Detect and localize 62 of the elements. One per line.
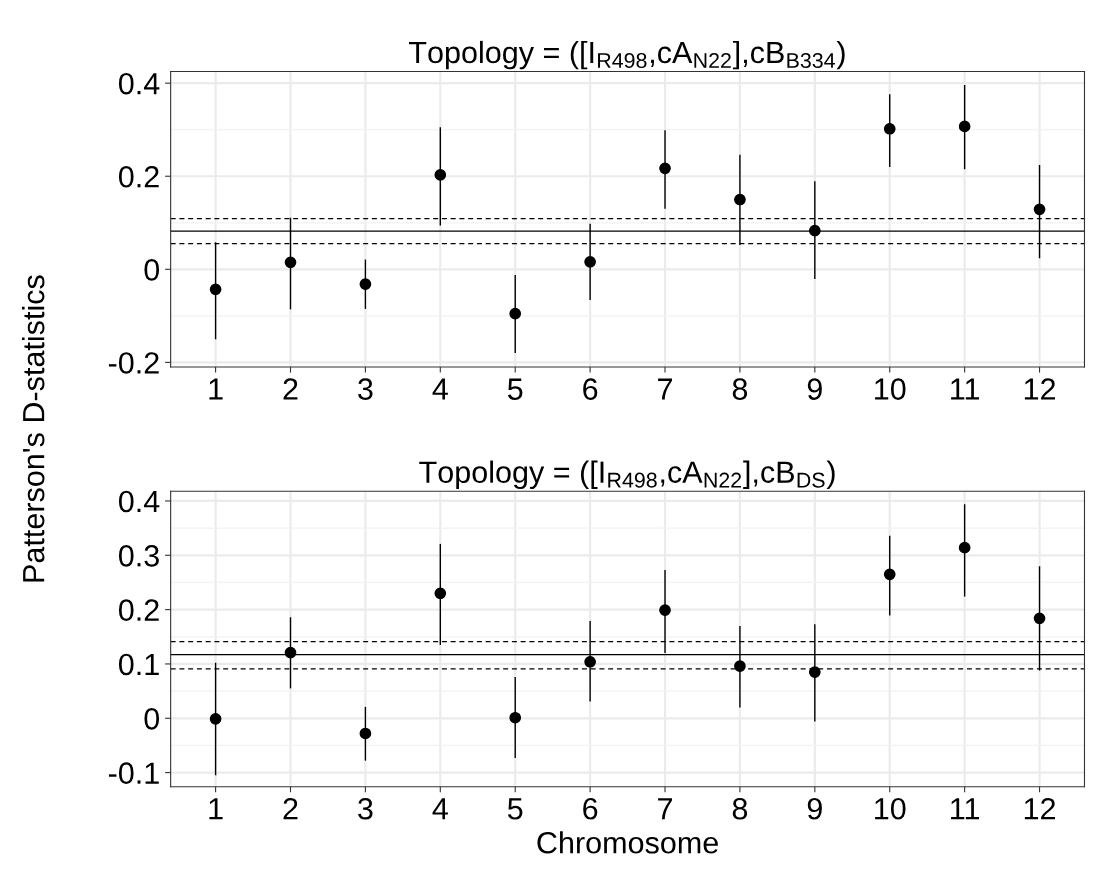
point [209,712,222,725]
y-tick-label: 0.1 [118,653,159,676]
point [1033,203,1046,216]
chart-title: Topology = ([I$_{R498}$,cA$_{N22}$],cB$_{B334}$) [409,40,845,70]
point [958,541,971,554]
x-tick-label: 3 [358,797,373,820]
x-tick-label: 10 [875,378,906,400]
point [883,568,896,581]
x-tick-label: 2 [283,378,298,400]
point [359,278,372,291]
y-tick-label: 0.2 [118,165,159,188]
point [434,587,447,600]
point [808,666,821,678]
point [284,646,297,659]
x-tick-label: 8 [732,378,748,400]
x-tick-label: 5 [507,798,523,820]
point [584,256,596,268]
point [284,256,297,269]
chart-title: Topology = ([I$_{R498}$,cA$_{N22}$],cB$_{DS}$) [419,460,835,490]
y-tick-label: -0.2 [108,352,159,374]
x-axis-title: Chromosome [537,831,718,854]
y-tick-label: 0 [144,708,160,730]
point [659,162,671,175]
y-tick-label: 0.4 [118,490,160,513]
x-tick-label: 1 [209,798,223,820]
point [659,604,671,617]
y-tick-label: -0.1 [108,762,159,784]
point [1033,612,1046,625]
point [509,307,522,320]
x-tick-label: 10 [875,797,906,820]
x-tick-label: 4 [432,798,448,820]
x-tick-label: 6 [583,378,598,400]
point [509,711,522,724]
point [209,283,222,296]
x-tick-label: 7 [658,378,672,400]
y-axis-title: Patterson's D-statistics [22,275,45,582]
point [958,120,971,133]
x-tick-label: 2 [283,797,298,820]
y-tick-label: 0 [144,259,160,281]
point [584,655,596,668]
x-tick-label: 7 [658,798,672,820]
x-tick-label: 12 [1024,378,1055,400]
x-tick-label: 4 [432,378,448,400]
y-tick-label: 0.3 [118,545,159,567]
x-tick-label: 3 [358,378,373,400]
x-tick-label: 5 [507,378,523,400]
point [734,660,746,672]
x-tick-label: 12 [1024,797,1055,820]
point [808,224,821,237]
y-tick-label: 0.2 [118,599,159,621]
x-tick-label: 9 [807,797,822,820]
point [883,122,896,135]
point [734,193,746,206]
x-tick-label: 11 [951,378,980,400]
point [359,727,372,740]
y-tick-label: 0.4 [118,72,160,95]
x-tick-label: 8 [732,797,748,820]
x-tick-label: 11 [951,798,980,820]
x-tick-label: 1 [209,378,223,400]
x-tick-label: 6 [583,797,598,820]
x-tick-label: 9 [807,378,822,400]
point [434,168,447,181]
